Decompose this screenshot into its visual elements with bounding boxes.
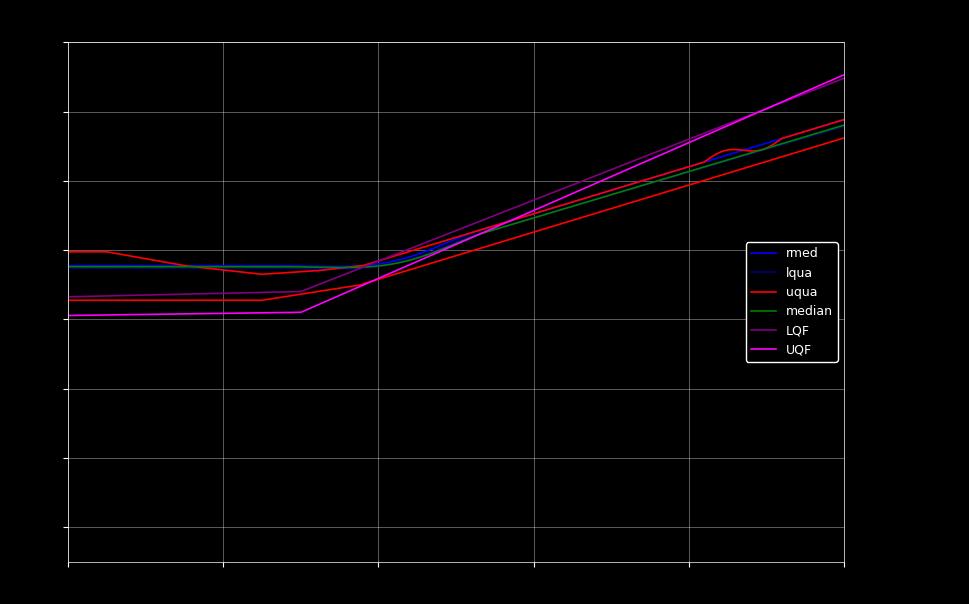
uqua — [668, 168, 679, 175]
lqua — [681, 169, 693, 176]
median — [62, 263, 74, 271]
Line: uqua: uqua — [68, 120, 843, 274]
LQF — [376, 256, 388, 263]
LQF — [837, 75, 849, 82]
lqua — [668, 173, 679, 180]
rmed — [62, 262, 74, 269]
rmed — [404, 253, 416, 260]
UQF — [376, 274, 388, 281]
rmed — [837, 116, 849, 123]
LQF — [62, 293, 74, 300]
UQF — [667, 146, 678, 153]
LQF — [667, 142, 678, 149]
UQF — [680, 140, 692, 147]
UQF — [403, 261, 415, 268]
uqua — [595, 190, 607, 197]
Legend: rmed, lqua, uqua, median, LQF, UQF: rmed, lqua, uqua, median, LQF, UQF — [745, 242, 837, 362]
median — [141, 263, 153, 271]
lqua — [595, 194, 607, 201]
Line: LQF: LQF — [68, 79, 843, 297]
rmed — [329, 263, 341, 270]
Line: lqua: lqua — [68, 126, 843, 269]
UQF — [837, 71, 849, 79]
lqua — [837, 123, 849, 130]
median — [404, 256, 416, 263]
rmed — [141, 262, 153, 269]
lqua — [376, 262, 388, 269]
UQF — [62, 312, 74, 319]
median — [376, 262, 388, 269]
median — [681, 168, 693, 175]
LQF — [403, 245, 415, 252]
lqua — [404, 255, 416, 263]
uqua — [837, 116, 849, 123]
LQF — [141, 291, 153, 298]
median — [837, 121, 849, 129]
uqua — [681, 164, 693, 171]
lqua — [62, 265, 74, 272]
median — [668, 172, 679, 179]
uqua — [256, 271, 267, 278]
uqua — [376, 256, 388, 263]
rmed — [595, 190, 607, 197]
uqua — [141, 255, 153, 263]
UQF — [141, 311, 153, 318]
uqua — [62, 248, 74, 255]
lqua — [141, 265, 153, 272]
UQF — [594, 178, 606, 185]
median — [337, 264, 349, 271]
Line: median: median — [68, 125, 843, 268]
rmed — [681, 164, 693, 171]
LQF — [594, 170, 606, 178]
Line: rmed: rmed — [68, 120, 843, 266]
Line: UQF: UQF — [68, 75, 843, 315]
rmed — [376, 260, 388, 267]
uqua — [404, 248, 416, 255]
rmed — [668, 168, 679, 175]
lqua — [329, 265, 341, 272]
LQF — [680, 137, 692, 144]
median — [595, 194, 607, 201]
